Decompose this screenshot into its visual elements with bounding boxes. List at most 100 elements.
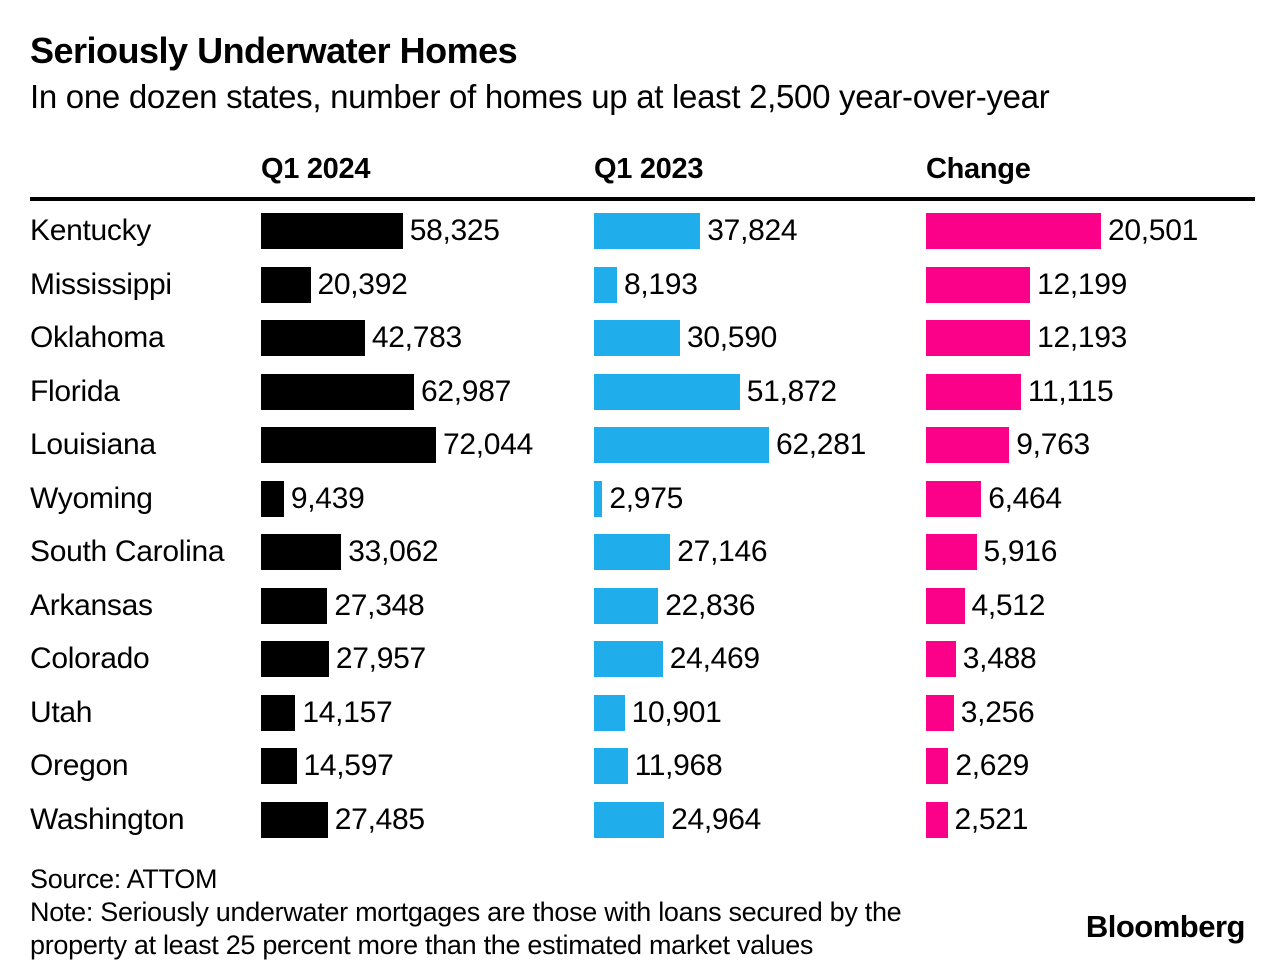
bar-value-label: 11,968 [634, 749, 723, 783]
bar-value-label: 58,325 [409, 214, 500, 248]
change-bar [926, 587, 965, 624]
bar-value-label: 42,783 [371, 321, 462, 355]
q1-2023-bar [594, 694, 625, 731]
q1-2023-bar [594, 748, 628, 785]
table-row: Arkansas 27,348 22,836 4,512 [30, 579, 1255, 633]
bar-value-label: 27,348 [334, 588, 425, 622]
state-label: Florida [30, 374, 120, 408]
change-bar [926, 320, 1031, 357]
table-row: Oregon 14,597 11,968 2,629 [30, 739, 1255, 793]
state-label: Washington [30, 802, 185, 836]
table-row: Washington 27,485 24,964 2,521 [30, 793, 1255, 847]
bar-cell: 6,464 [926, 472, 1255, 526]
q1-2024-bar [261, 480, 284, 517]
bar-value-label: 2,975 [609, 481, 683, 515]
state-label: Arkansas [30, 588, 153, 622]
bar-cell: 24,964 [594, 793, 926, 847]
bar-value-label: 27,957 [335, 642, 426, 676]
bar-cell: 20,392 [261, 258, 594, 312]
bar-cell: 2,521 [926, 793, 1255, 847]
q1-2023-bar [594, 427, 769, 464]
q1-2024-bar [261, 373, 414, 410]
footer: Source: ATTOM Note: Seriously underwater… [30, 863, 1255, 962]
change-bar [926, 641, 956, 678]
state-label: South Carolina [30, 535, 225, 569]
column-header-q1-2023: Q1 2023 [594, 153, 704, 186]
bar-value-label: 33,062 [348, 535, 439, 569]
bar-cell: 20,501 [926, 204, 1255, 258]
bar-table: Kentucky 58,325 37,824 20,501 Mississippi 20,… [30, 204, 1255, 846]
bloomberg-logo: Bloomberg [1085, 909, 1246, 944]
table-row: Florida 62,987 51,872 11,115 [30, 365, 1255, 419]
bar-value-label: 37,824 [707, 214, 798, 248]
bar-cell: 5,916 [926, 525, 1255, 579]
q1-2024-bar [261, 694, 296, 731]
q1-2023-bar [594, 373, 740, 410]
bar-value-label: 20,392 [317, 267, 408, 301]
bar-value-label: 62,987 [421, 374, 511, 408]
bar-cell: 10,901 [594, 686, 926, 740]
chart-subtitle: In one dozen states, number of homes up … [30, 78, 1050, 116]
bar-cell: 27,146 [594, 525, 926, 579]
bar-value-label: 5,916 [983, 535, 1058, 569]
bar-cell: 4,512 [926, 579, 1255, 633]
bar-cell: 42,783 [261, 311, 594, 365]
bar-cell: 33,062 [261, 525, 594, 579]
bar-cell: 62,281 [594, 418, 926, 472]
bar-cell: 72,044 [261, 418, 594, 472]
source-text: Source: ATTOM [30, 864, 218, 895]
bar-value-label: 24,964 [671, 802, 762, 836]
change-bar [926, 427, 1010, 464]
bar-value-label: 2,521 [954, 802, 1029, 836]
change-bar [926, 373, 1021, 410]
bar-value-label: 3,256 [960, 695, 1035, 729]
bar-cell: 2,629 [926, 739, 1255, 793]
bar-value-label: 62,281 [776, 428, 866, 462]
bar-cell: 12,199 [926, 258, 1255, 312]
bar-value-label: 22,836 [665, 588, 756, 622]
bar-cell: 9,439 [261, 472, 594, 526]
q1-2024-bar [261, 213, 403, 250]
q1-2023-bar [594, 266, 617, 303]
q1-2024-bar [261, 427, 436, 464]
bar-value-label: 14,157 [302, 695, 393, 729]
state-label: Mississippi [30, 267, 172, 301]
bar-cell: 11,115 [926, 365, 1255, 419]
q1-2024-bar [261, 587, 328, 624]
state-label: Oregon [30, 749, 129, 783]
table-row: Wyoming 9,439 2,975 6,464 [30, 472, 1255, 526]
q1-2023-bar [594, 480, 603, 517]
bar-cell: 3,488 [926, 632, 1255, 686]
bar-value-label: 4,512 [971, 588, 1046, 622]
bar-value-label: 9,439 [290, 481, 365, 515]
table-row: Mississippi 20,392 8,193 12,199 [30, 258, 1255, 312]
q1-2024-bar [261, 266, 311, 303]
bar-value-label: 72,044 [443, 428, 533, 462]
bar-value-label: 12,199 [1037, 267, 1128, 301]
bar-cell: 51,872 [594, 365, 926, 419]
bar-cell: 12,193 [926, 311, 1255, 365]
bar-cell: 8,193 [594, 258, 926, 312]
bar-value-label: 3,488 [962, 642, 1037, 676]
change-bar [926, 534, 977, 571]
state-label: Louisiana [30, 428, 156, 462]
column-headers: Q1 2024 Q1 2023 Change [30, 153, 1255, 186]
q1-2024-bar [261, 534, 342, 571]
bar-value-label: 51,872 [746, 374, 837, 408]
state-label: Colorado [30, 642, 150, 676]
bar-value-label: 8,193 [624, 267, 698, 301]
q1-2023-bar [594, 534, 671, 571]
bar-cell: 27,348 [261, 579, 594, 633]
q1-2024-bar [261, 641, 329, 678]
bar-cell: 30,590 [594, 311, 926, 365]
header-divider [30, 197, 1255, 202]
note-text: Note: Seriously underwater mortgages are… [30, 897, 902, 961]
q1-2024-bar [261, 320, 365, 357]
bar-cell: 37,824 [594, 204, 926, 258]
q1-2023-bar [594, 641, 663, 678]
q1-2023-bar [594, 587, 659, 624]
state-label: Oklahoma [30, 321, 165, 355]
bar-value-label: 12,193 [1037, 321, 1128, 355]
bar-cell: 9,763 [926, 418, 1255, 472]
